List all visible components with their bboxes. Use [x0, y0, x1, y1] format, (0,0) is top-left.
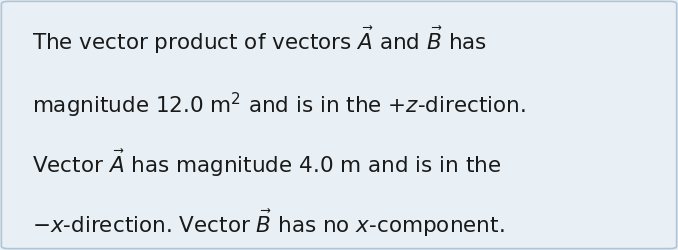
Text: Vector $\vec{A}$ has magnitude 4.0 m and is in the: Vector $\vec{A}$ has magnitude 4.0 m and… [32, 148, 501, 180]
Text: $-x$-direction. Vector $\vec{B}$ has no $x$-component.: $-x$-direction. Vector $\vec{B}$ has no … [32, 208, 504, 239]
Text: The vector product of vectors $\vec{A}$ and $\vec{B}$ has: The vector product of vectors $\vec{A}$ … [32, 25, 487, 56]
Text: magnitude 12.0 m$^{2}$ and is in the $+z$-direction.: magnitude 12.0 m$^{2}$ and is in the $+z… [32, 91, 526, 120]
